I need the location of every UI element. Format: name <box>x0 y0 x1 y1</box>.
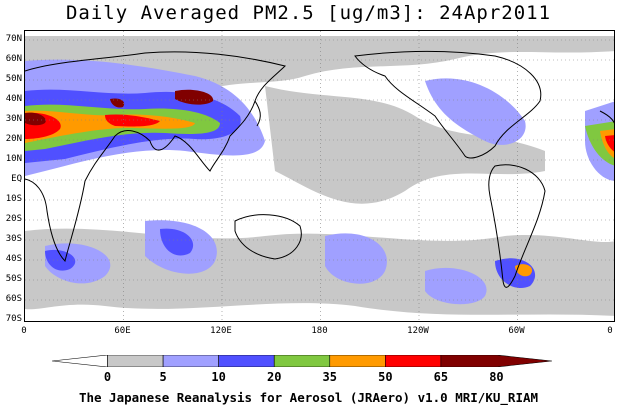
colorbar-tick-label: 50 <box>378 370 393 384</box>
coast-australia <box>234 214 302 260</box>
coast-north-america <box>354 51 542 159</box>
lon-label: 120E <box>210 326 232 336</box>
colorbar-tick-label: 65 <box>433 370 449 384</box>
field-gray-tropics <box>265 86 545 204</box>
lat-label: EQ <box>11 174 22 184</box>
colorbar <box>52 355 552 367</box>
colorbar-tick-label: 0 <box>103 370 112 384</box>
lat-label: 40S <box>5 254 22 264</box>
colorbar-tick-label: 20 <box>266 370 282 384</box>
colorbar-swatch <box>218 355 275 367</box>
field-orange-asia <box>25 110 614 277</box>
lat-label: 30N <box>5 114 22 124</box>
coast-africa-west <box>599 110 614 124</box>
colorbar-tick-label: 10 <box>211 370 226 384</box>
lon-label: 0 <box>607 326 613 336</box>
lon-label: 120W <box>407 326 429 336</box>
lat-label: 10S <box>5 194 22 204</box>
map-grid <box>25 31 614 321</box>
coast-south-america <box>488 164 546 288</box>
concentration-fields <box>25 36 614 316</box>
field-lightblue-south <box>45 220 487 305</box>
coast-japan <box>254 100 261 127</box>
chart-title: Daily Averaged PM2.5 [ug/m3]: 24Apr2011 <box>65 2 552 24</box>
field-blue-south <box>45 228 536 289</box>
lat-label: 70S <box>5 314 22 324</box>
lat-label: 70N <box>5 34 22 44</box>
lon-label: 180 <box>311 326 328 336</box>
colorbar-swatch <box>162 355 219 367</box>
lat-label: 60S <box>5 294 22 304</box>
colorbar-swatch <box>329 355 386 367</box>
lat-label: 50N <box>5 74 22 84</box>
lat-label: 50S <box>5 274 22 284</box>
lat-label: 20S <box>5 214 22 224</box>
lon-label: 60E <box>114 326 131 336</box>
lon-label: 60W <box>508 326 525 336</box>
colorbar-swatch <box>107 355 164 367</box>
lat-label: 20N <box>5 134 22 144</box>
colorbar-swatch <box>385 355 442 367</box>
lat-label: 10N <box>5 154 22 164</box>
colorbar-tick-label: 35 <box>322 370 337 384</box>
map-panel <box>24 30 615 322</box>
colorbar-swatch <box>440 355 552 367</box>
colorbar-tick-label: 80 <box>489 370 504 384</box>
coast-eurasia-africa <box>25 51 286 262</box>
footer-credit: The Japanese Reanalysis for Aerosol (JRA… <box>78 390 539 405</box>
lat-label: 60N <box>5 54 22 64</box>
colorbar-swatch <box>52 355 108 367</box>
colorbar-swatch <box>273 355 331 367</box>
field-darkred-asia <box>25 89 214 126</box>
field-lightblue-america <box>425 78 614 181</box>
lon-label: 0 <box>21 326 27 336</box>
colorbar-tick-label: 5 <box>159 370 167 384</box>
coastlines <box>25 51 614 288</box>
lat-label: 40N <box>5 94 22 104</box>
pm25-map <box>25 31 614 321</box>
lat-label: 30S <box>5 234 22 244</box>
